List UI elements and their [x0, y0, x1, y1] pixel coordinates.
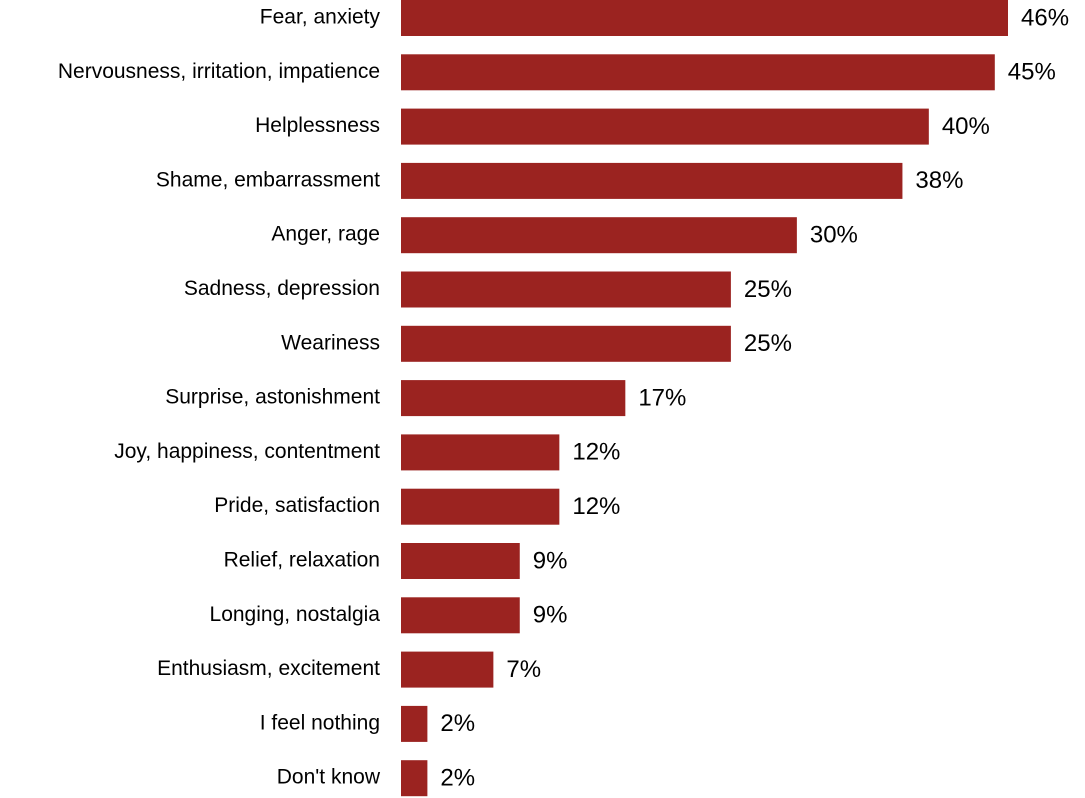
category-label: Don't know	[277, 766, 381, 789]
bar	[401, 0, 1008, 36]
bar	[401, 434, 560, 471]
bar	[401, 162, 903, 199]
bar	[401, 488, 560, 525]
category-label: Fear, anxiety	[260, 6, 381, 29]
bar	[401, 651, 494, 688]
value-label: 25%	[744, 276, 792, 303]
bar	[401, 380, 626, 417]
category-label: Surprise, astonishment	[165, 386, 380, 409]
category-label: Pride, satisfaction	[214, 494, 380, 517]
value-label: 2%	[440, 710, 475, 737]
bar	[401, 108, 929, 145]
value-label: 25%	[744, 330, 792, 357]
value-label: 12%	[572, 439, 620, 466]
category-label: Anger, rage	[271, 223, 380, 246]
bar	[401, 271, 731, 308]
bar	[401, 543, 520, 579]
category-label: Weariness	[281, 331, 380, 354]
value-label: 40%	[942, 113, 990, 140]
value-label: 46%	[1021, 4, 1069, 31]
value-label: 30%	[810, 222, 858, 249]
category-label: Joy, happiness, contentment	[114, 440, 380, 463]
value-label: 9%	[533, 547, 568, 574]
category-label: Longing, nostalgia	[210, 603, 381, 626]
bar	[401, 705, 428, 742]
category-label: Relief, relaxation	[224, 549, 380, 572]
bar	[401, 760, 428, 797]
value-label: 2%	[440, 765, 475, 792]
value-label: 7%	[506, 656, 541, 683]
category-label: Nervousness, irritation, impatience	[58, 60, 380, 83]
category-label: I feel nothing	[260, 711, 380, 734]
value-label: 12%	[572, 493, 620, 520]
bar	[401, 325, 731, 362]
category-label: Enthusiasm, excitement	[157, 657, 380, 680]
value-label: 38%	[915, 167, 963, 194]
bar	[401, 54, 995, 91]
bar	[401, 597, 520, 634]
category-label: Shame, embarrassment	[156, 168, 380, 191]
bar	[401, 217, 797, 254]
category-label: Sadness, depression	[184, 277, 380, 300]
category-label: Helplessness	[255, 114, 380, 137]
value-label: 45%	[1008, 59, 1056, 86]
value-label: 9%	[533, 602, 568, 629]
value-label: 17%	[638, 384, 686, 411]
